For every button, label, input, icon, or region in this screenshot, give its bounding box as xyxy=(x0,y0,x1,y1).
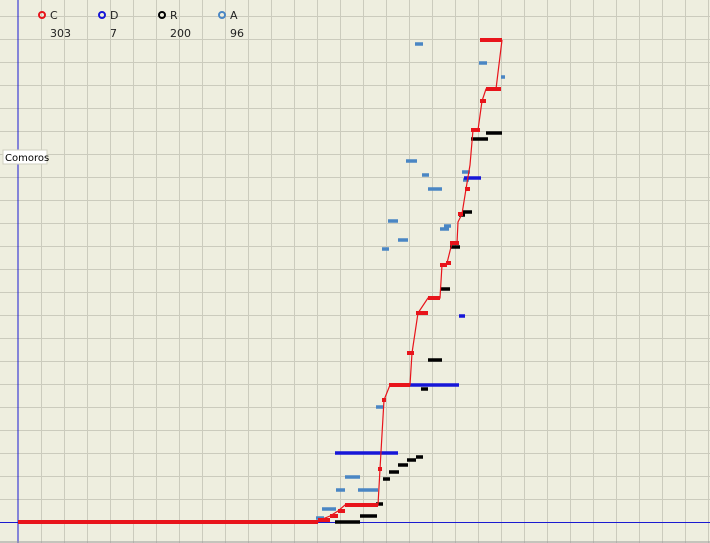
series-a-bar xyxy=(463,178,469,182)
series-c-bar xyxy=(382,398,386,402)
series-d-bar xyxy=(396,383,459,387)
series-c-bar xyxy=(458,212,463,216)
series-c-bar xyxy=(389,383,410,387)
legend-item-a[interactable]: A 96 xyxy=(218,9,244,40)
series-c-bar xyxy=(18,520,318,524)
series-a-bar xyxy=(440,227,449,231)
legend-count-a: 96 xyxy=(230,27,244,40)
series-a-bar xyxy=(358,488,378,492)
series-r-bar xyxy=(389,470,399,474)
series-c-bar xyxy=(465,187,470,191)
series-r-marks xyxy=(335,131,502,524)
series-c-bar xyxy=(486,87,501,91)
series-c-bar xyxy=(318,518,330,522)
series-c-bar xyxy=(446,261,451,265)
series-r-bar xyxy=(486,131,502,135)
series-c-bar xyxy=(428,296,440,300)
series-a-bar xyxy=(376,405,384,409)
legend-count-r: 200 xyxy=(170,27,191,40)
series-a-bar xyxy=(406,159,417,163)
series-a-bar xyxy=(398,238,408,242)
series-d-bar xyxy=(464,176,481,180)
legend-count-c: 303 xyxy=(50,27,71,40)
series-a-bar xyxy=(336,488,345,492)
legend-label-a: A xyxy=(230,9,238,22)
series-r-bar xyxy=(407,458,416,462)
series-r-bar xyxy=(450,245,460,249)
series-c-bar xyxy=(330,514,338,518)
series-a-bar xyxy=(422,173,429,177)
legend-marker-c xyxy=(38,11,46,19)
series-r-bar xyxy=(428,358,442,362)
annotation-tag-label: Comoros xyxy=(5,153,49,164)
series-r-bar xyxy=(421,387,428,391)
series-d-bar xyxy=(459,314,465,318)
series-a-bar xyxy=(462,170,470,174)
annotation-tag-box xyxy=(2,149,48,165)
series-c-bar xyxy=(416,311,428,315)
series-a-bar xyxy=(479,61,487,65)
series-c-marks xyxy=(18,38,503,524)
legend-count-d: 7 xyxy=(110,27,117,40)
series-r-bar xyxy=(335,520,360,524)
series-a-bar xyxy=(382,247,389,251)
series-c-bar xyxy=(378,467,382,471)
series-r-bar xyxy=(416,455,423,459)
legend-label-r: R xyxy=(170,9,178,22)
series-c-bar xyxy=(480,99,486,103)
series-c-bar xyxy=(407,351,414,355)
series-a-bar xyxy=(444,224,451,228)
series-c-bar xyxy=(471,128,480,132)
series-c-bar xyxy=(338,509,345,513)
annotation-tag: Comoros xyxy=(2,149,49,165)
series-r-bar xyxy=(383,477,390,481)
series-c-bar xyxy=(450,241,459,245)
legend-item-c[interactable]: C 303 xyxy=(38,9,71,40)
legend: C 303 D 7 R 200 A 96 xyxy=(38,9,244,40)
legend-marker-a xyxy=(218,11,226,19)
legend-label-d: D xyxy=(110,9,118,22)
series-r-bar xyxy=(441,287,450,291)
series-c-bar xyxy=(345,503,378,507)
legend-marker-r xyxy=(158,11,166,19)
series-a-bar xyxy=(428,187,442,191)
series-r-bar xyxy=(463,210,472,214)
series-d-bar xyxy=(335,451,398,455)
legend-marker-d xyxy=(98,11,106,19)
series-r-bar xyxy=(471,137,488,141)
series-r-bar xyxy=(360,514,377,518)
series-c-bar xyxy=(440,263,447,267)
legend-label-c: C xyxy=(50,9,58,22)
series-a-bar xyxy=(415,42,423,46)
series-a-bar xyxy=(388,219,398,223)
series-r-bar xyxy=(398,463,408,467)
series-c-bar xyxy=(480,38,502,42)
series-a-bar xyxy=(322,507,336,511)
series-a-bar xyxy=(501,75,505,79)
legend-item-d[interactable]: D 7 xyxy=(98,9,118,40)
legend-item-r[interactable]: R 200 xyxy=(158,9,191,40)
series-a-bar xyxy=(345,475,360,479)
series-r-bar xyxy=(376,502,383,506)
